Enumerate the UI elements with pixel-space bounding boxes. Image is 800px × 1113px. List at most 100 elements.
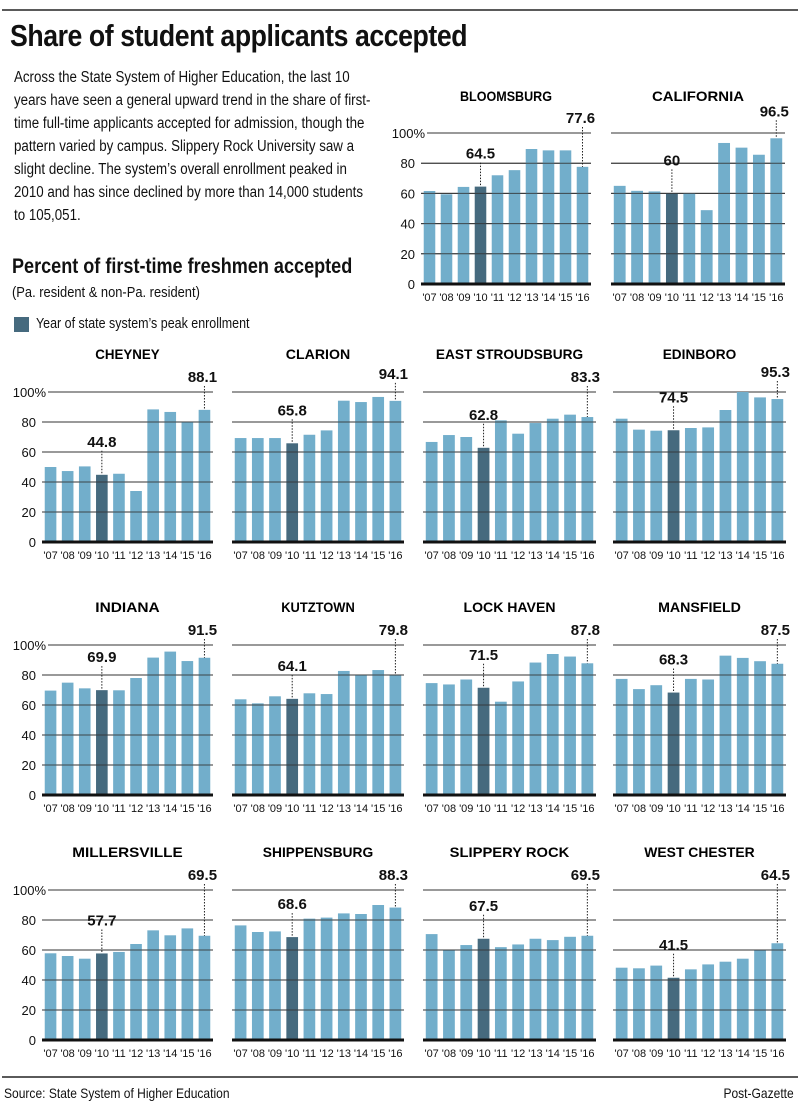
x-tick-label: '16 bbox=[580, 803, 594, 815]
x-tick-label: '14 bbox=[354, 1048, 368, 1060]
x-tick-label: '10 bbox=[473, 292, 487, 304]
chart-panel: EDINBORO '07 '08'09'10 '11'12'13 '14'15'16 74… bbox=[613, 346, 790, 562]
x-tick-label: '08 bbox=[442, 803, 456, 815]
bar bbox=[719, 961, 732, 1040]
x-tick-label: '08 bbox=[60, 1048, 74, 1060]
panel-title: MANSFIELD bbox=[658, 599, 741, 615]
x-tick-label: '10 bbox=[95, 803, 109, 815]
bar bbox=[440, 194, 453, 284]
bar bbox=[269, 931, 281, 1040]
annotation-label: 87.5 bbox=[761, 622, 790, 639]
x-tick-label: '16 bbox=[580, 1048, 594, 1060]
x-tick-label: '10 bbox=[95, 1048, 109, 1060]
chart-panel: MILLERSVILLE '07'08 '09'10'11'12'13'14'15 '… bbox=[13, 844, 217, 1060]
x-tick-label: '08 bbox=[632, 550, 646, 562]
x-tick-label: '11 bbox=[303, 550, 317, 562]
x-tick-label: '14 bbox=[546, 550, 560, 562]
bar bbox=[650, 685, 663, 795]
bar bbox=[615, 418, 628, 542]
bar bbox=[735, 147, 748, 284]
x-tick-label: '11 bbox=[684, 803, 698, 815]
x-tick-label: '15 bbox=[752, 292, 766, 304]
chart-panel: LOCK HAVEN '07 '08'09'10 '11'12'13 '14'15'16… bbox=[423, 599, 600, 815]
bar bbox=[61, 682, 74, 795]
panel-title: SLIPPERY ROCK bbox=[450, 844, 570, 860]
x-tick-label: '10 bbox=[665, 292, 679, 304]
legend: Year of state system’s peak enrollment bbox=[14, 316, 284, 332]
x-tick-label: '07 bbox=[233, 1048, 247, 1060]
annotation-label: 64.5 bbox=[761, 867, 790, 884]
bar bbox=[752, 154, 765, 284]
intro-text: Across the State System of Higher Educat… bbox=[14, 69, 371, 224]
x-tick-label: '10 bbox=[476, 550, 490, 562]
bar bbox=[613, 185, 626, 284]
bar bbox=[147, 409, 159, 542]
x-tick-label: '12 bbox=[701, 550, 715, 562]
x-tick-label: '12 bbox=[129, 803, 143, 815]
annotation-label: 44.8 bbox=[87, 434, 116, 451]
y-tick-label: 80 bbox=[22, 415, 36, 430]
bar bbox=[460, 945, 473, 1040]
bar bbox=[491, 175, 504, 284]
x-tick-label: '10 bbox=[95, 550, 109, 562]
panel-title: SHIPPENSBURG bbox=[263, 844, 373, 860]
x-tick-label: '10 bbox=[285, 550, 299, 562]
bar bbox=[443, 435, 455, 542]
x-tick-label: '09 bbox=[649, 1048, 663, 1060]
x-tick-label: '13 bbox=[528, 550, 542, 562]
chart-panel: BLOOMSBURG '07'08'09'10 '11'12'13'14'15'16… bbox=[392, 88, 595, 304]
x-tick-label: '08 bbox=[251, 550, 265, 562]
annotation-label: 88.3 bbox=[379, 867, 408, 884]
x-tick-label: '16 bbox=[197, 550, 211, 562]
bar bbox=[650, 430, 663, 542]
bar bbox=[702, 679, 715, 795]
x-tick-label: '08 bbox=[60, 803, 74, 815]
x-tick-label: '16 bbox=[388, 803, 402, 815]
panel-title: KUTZTOWN bbox=[281, 599, 355, 615]
x-tick-label: '15 bbox=[180, 550, 194, 562]
x-tick-label: '13 bbox=[337, 550, 351, 562]
annotation-label: 64.1 bbox=[278, 658, 307, 675]
chart-panel: INDIANA '07'08 '09'10'11'12'13'14'15'16 0 20… bbox=[13, 599, 217, 815]
bar bbox=[684, 428, 697, 542]
x-tick-label: '16 bbox=[770, 1048, 784, 1060]
x-tick-label: '15 bbox=[563, 803, 577, 815]
bar bbox=[303, 434, 316, 542]
annotation-label: 68.6 bbox=[278, 896, 307, 913]
annotation-label: 62.8 bbox=[469, 407, 498, 424]
x-tick-label: '12 bbox=[319, 550, 333, 562]
x-tick-label: '09 bbox=[268, 550, 282, 562]
bar bbox=[61, 956, 74, 1040]
chart-subtitle: Percent of first-time freshmen accepted bbox=[12, 255, 353, 278]
x-tick-label: '13 bbox=[524, 292, 538, 304]
chart-panel: MANSFIELD '07 '08'09'10 '11'12'13 '14'15'16 6… bbox=[613, 599, 790, 815]
bar bbox=[78, 466, 91, 542]
annotation-label: 77.6 bbox=[566, 110, 595, 127]
x-tick-label: '14 bbox=[736, 803, 750, 815]
annotation-label: 67.5 bbox=[469, 898, 498, 915]
x-tick-label: '11 bbox=[112, 550, 126, 562]
bar bbox=[529, 662, 542, 795]
x-tick-label: '11 bbox=[303, 803, 317, 815]
x-tick-label: '07 bbox=[233, 803, 247, 815]
chart-panel: EAST STROUDSBURG '07 '08'09'10 '11'12'13 '14… bbox=[423, 346, 600, 562]
x-tick-label: '15 bbox=[371, 550, 385, 562]
bar bbox=[564, 414, 576, 542]
bottom-rule bbox=[2, 1076, 798, 1078]
bar bbox=[683, 193, 696, 284]
annotation-label: 64.5 bbox=[466, 146, 495, 163]
bar bbox=[771, 663, 784, 795]
bar bbox=[164, 411, 177, 542]
bar bbox=[78, 688, 91, 795]
x-tick-label: '15 bbox=[558, 292, 572, 304]
bar bbox=[320, 917, 333, 1040]
annotation-label: 69.5 bbox=[571, 867, 600, 884]
x-tick-label: '08 bbox=[632, 803, 646, 815]
bar bbox=[684, 678, 697, 795]
x-tick-label: '09 bbox=[78, 550, 92, 562]
x-tick-label: '12 bbox=[319, 803, 333, 815]
peak-bar bbox=[474, 186, 487, 284]
bar bbox=[615, 967, 628, 1040]
bar bbox=[529, 423, 542, 542]
y-tick-label: 40 bbox=[22, 728, 36, 743]
